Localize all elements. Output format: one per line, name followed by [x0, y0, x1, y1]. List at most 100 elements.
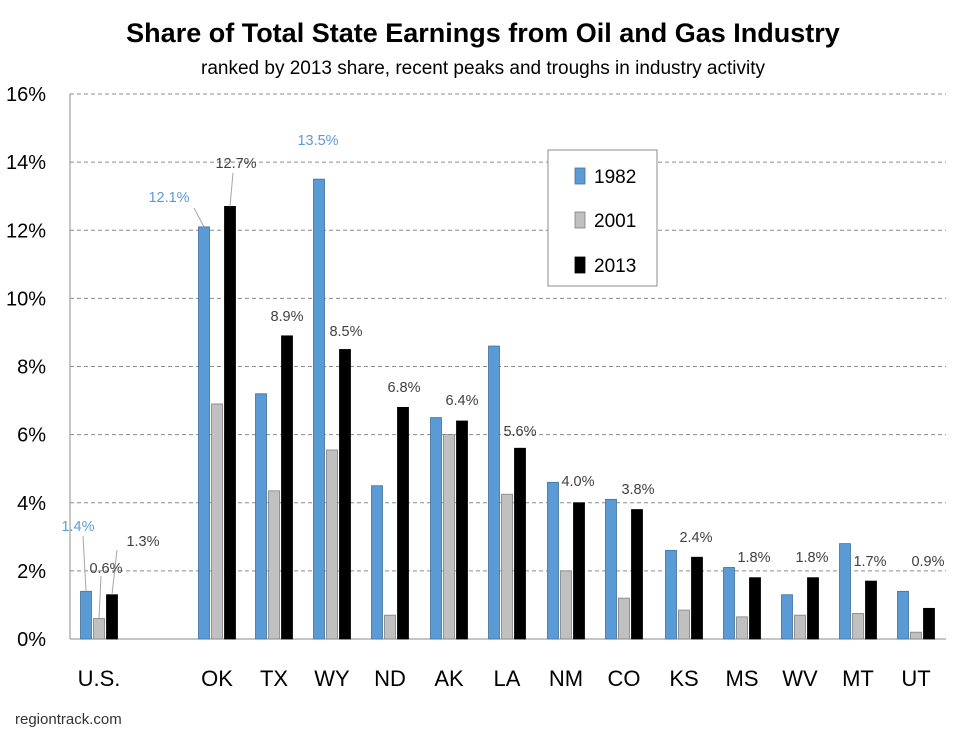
- legend-label: 2001: [594, 211, 636, 232]
- x-tick-label: ND: [374, 666, 406, 691]
- bar: [573, 502, 585, 640]
- bar: [781, 594, 793, 640]
- x-tick-label: MT: [842, 666, 874, 691]
- bar: [281, 335, 293, 640]
- bar: [560, 570, 572, 640]
- data-label: 1.7%: [853, 554, 886, 570]
- bar: [749, 577, 761, 640]
- legend: 1982 2001 2013: [547, 149, 658, 287]
- legend-swatch: [574, 167, 586, 185]
- bar: [443, 434, 455, 640]
- x-axis-ticks: U.S. OK TX WY ND AK LA NM CO KS MS WV MT UT: [78, 666, 931, 691]
- x-tick-label: U.S.: [78, 666, 121, 691]
- y-tick-label: 10%: [6, 288, 46, 310]
- data-label: 1.8%: [795, 550, 828, 566]
- data-label: 12.7%: [215, 156, 256, 172]
- legend-label: 2013: [594, 256, 636, 277]
- bar: [923, 607, 935, 640]
- bar: [865, 580, 877, 640]
- bar: [224, 206, 236, 640]
- y-tick-label: 16%: [6, 84, 46, 106]
- x-tick-label: AK: [434, 666, 464, 691]
- data-label: 2.4%: [679, 530, 712, 546]
- bar: [93, 618, 105, 640]
- leader-line: [111, 549, 118, 595]
- leader-line: [98, 575, 102, 619]
- y-tick-label: 8%: [17, 357, 46, 379]
- bar: [605, 498, 617, 640]
- bar: [678, 609, 690, 640]
- data-label: 1.4%: [61, 519, 94, 535]
- data-labels: 1.4% 0.6%1.3% 12.1% 12.7% 13.5% 8.9% 8.5% 6.8% 6…: [61, 133, 944, 577]
- y-tick-label: 12%: [6, 220, 46, 242]
- data-label: 6.8%: [387, 380, 420, 396]
- x-tick-label: WY: [314, 666, 350, 691]
- bar: [547, 481, 559, 640]
- bar: [723, 567, 735, 640]
- data-label: 4.0%: [561, 474, 594, 490]
- bar: [736, 616, 748, 640]
- source-label: regiontrack.com: [15, 711, 122, 728]
- chart-title: Share of Total State Earnings from Oil a…: [126, 18, 840, 48]
- data-label: 13.5%: [297, 133, 338, 149]
- leader-lines: [82, 172, 234, 619]
- y-axis-ticks: 0% 2% 4% 6% 8% 10% 12% 14% 16%: [6, 84, 46, 651]
- bar: [456, 420, 468, 640]
- bar: [211, 403, 223, 640]
- leader-line: [82, 535, 87, 592]
- bar: [397, 406, 409, 640]
- bar: [631, 509, 643, 640]
- y-tick-label: 4%: [17, 493, 46, 515]
- data-label: 6.4%: [445, 393, 478, 409]
- legend-label: 1982: [594, 167, 636, 188]
- bar: [794, 614, 806, 640]
- bar: [501, 493, 513, 640]
- bar: [313, 178, 325, 640]
- bar: [897, 590, 909, 640]
- x-tick-label: MS: [726, 666, 759, 691]
- bar: [255, 393, 267, 640]
- x-tick-label: UT: [901, 666, 930, 691]
- data-label: 5.6%: [503, 424, 536, 440]
- bar: [618, 597, 630, 640]
- x-tick-label: KS: [669, 666, 698, 691]
- data-label: 12.1%: [148, 190, 189, 206]
- leader-line: [229, 172, 234, 207]
- x-tick-label: OK: [201, 666, 233, 691]
- y-tick-label: 2%: [17, 561, 46, 583]
- data-label: 8.5%: [329, 324, 362, 340]
- bar: [691, 556, 703, 640]
- x-tick-label: CO: [608, 666, 641, 691]
- data-label: 1.3%: [126, 534, 159, 550]
- bar: [807, 577, 819, 640]
- legend-swatch: [574, 256, 586, 274]
- bar: [665, 550, 677, 640]
- bar: [488, 345, 500, 640]
- bar: [268, 490, 280, 640]
- x-tick-label: NM: [549, 666, 583, 691]
- bar: [852, 613, 864, 640]
- data-label: 1.8%: [737, 550, 770, 566]
- data-label: 8.9%: [270, 309, 303, 325]
- bar: [514, 447, 526, 640]
- bar: [371, 485, 383, 640]
- data-label: 3.8%: [621, 482, 654, 498]
- bars: [80, 178, 935, 640]
- bar: [339, 349, 351, 640]
- bar: [198, 226, 210, 640]
- legend-box: [547, 149, 658, 287]
- bar: [910, 631, 922, 640]
- bar: [839, 543, 851, 640]
- bar: [430, 417, 442, 640]
- chart-subtitle: ranked by 2013 share, recent peaks and t…: [201, 58, 765, 79]
- y-tick-label: 0%: [17, 629, 46, 651]
- bar: [106, 594, 118, 640]
- bar: [384, 614, 396, 640]
- bar: [326, 449, 338, 640]
- bar: [80, 590, 92, 640]
- x-tick-label: WV: [782, 666, 818, 691]
- x-tick-label: TX: [260, 666, 288, 691]
- x-tick-label: LA: [494, 666, 521, 691]
- data-label: 0.6%: [89, 561, 122, 577]
